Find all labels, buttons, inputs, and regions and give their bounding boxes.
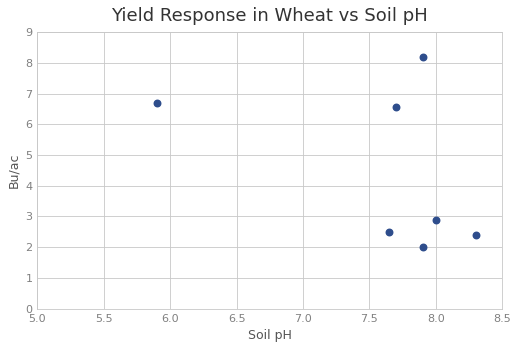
Point [471, 232, 480, 238]
Title: Yield Response in Wheat vs Soil pH: Yield Response in Wheat vs Soil pH [111, 7, 428, 25]
X-axis label: Soil pH: Soil pH [248, 329, 292, 342]
Y-axis label: Bu/ac: Bu/ac [7, 153, 20, 188]
Point [385, 229, 394, 235]
Point [431, 217, 440, 222]
Point [153, 100, 161, 105]
Point [419, 244, 427, 250]
Point [419, 54, 427, 59]
Point [392, 105, 400, 110]
